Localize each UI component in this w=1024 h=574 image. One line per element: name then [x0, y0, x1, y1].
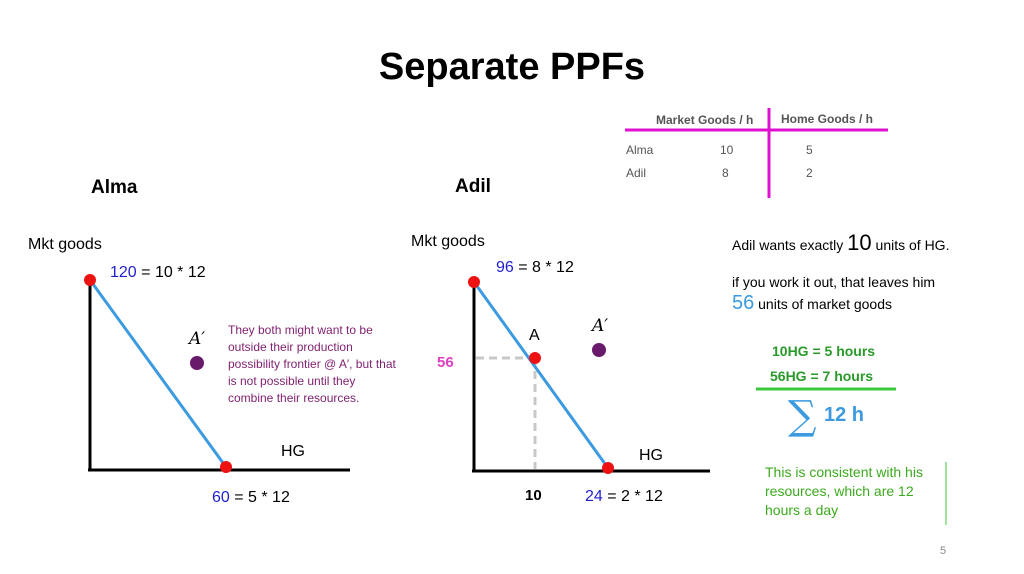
sum-value: 12 h — [824, 404, 865, 426]
explanation-line1-suffix: units of HG. — [871, 237, 950, 253]
explanation-line2: if you work it out, that leaves him — [732, 274, 936, 290]
alma-y-axis-label: Mkt goods — [28, 236, 102, 253]
alma-x-intercept-point — [220, 461, 232, 473]
adil-x-intercept-value: 24 — [585, 488, 603, 505]
explanation-line1-prefix: Adil wants exactly — [732, 237, 848, 253]
adil-x-axis-label: HG — [639, 447, 663, 464]
adil-y-axis-label: Mkt goods — [411, 233, 485, 250]
adil-aprime-dot — [592, 343, 606, 357]
adil-point-a — [529, 352, 541, 364]
explanation-line3-suffix: units of market goods — [754, 296, 892, 312]
table-cell-home: 5 — [806, 143, 813, 157]
calc-line1: 10HG = 5 hours — [772, 343, 876, 359]
adil-guide-y-value: 56 — [437, 354, 454, 371]
adil-ppf-line — [472, 281, 610, 469]
alma-x-intercept-label: 60 = 5 * 12 — [212, 489, 290, 507]
alma-x-axis-label: HG — [281, 443, 305, 460]
alma-x-intercept-formula: = 5 * 12 — [229, 489, 290, 506]
explanation-line3: 56 units of market goods — [732, 292, 892, 315]
alma-y-intercept-point — [84, 274, 96, 286]
sum-symbol: ∑ — [788, 393, 817, 439]
adil-aprime-label: A′ — [592, 316, 609, 336]
alma-y-intercept-formula: = 10 * 12 — [136, 264, 206, 281]
table-cell-market: 8 — [722, 166, 729, 180]
slide-title: Separate PPFs — [378, 46, 646, 88]
alma-x-intercept-value: 60 — [212, 489, 230, 506]
adil-y-intercept-value: 96 — [496, 259, 514, 276]
conclusion-text: This is consistent with his resources, w… — [765, 464, 923, 518]
alma-aprime-dot — [190, 356, 204, 370]
adil-x-intercept-label: 24 = 2 * 12 — [585, 488, 663, 506]
table-header-market: Market Goods / h — [656, 113, 754, 127]
alma-y-intercept-value: 120 — [110, 264, 137, 281]
adil-y-intercept-point — [468, 276, 480, 288]
alma-ppf-line — [88, 279, 228, 468]
alma-y-intercept-label: 120 = 10 * 12 — [110, 264, 206, 282]
adil-y-intercept-label: 96 = 8 * 12 — [496, 259, 574, 277]
alma-note: They both might want to be outside their… — [228, 323, 396, 405]
calc-line2: 56HG = 7 hours — [770, 368, 874, 384]
adil-name: Adil — [455, 176, 491, 197]
table-row-name: Adil — [626, 166, 647, 180]
adil-guide-x-value: 10 — [525, 487, 542, 504]
table-cell-market: 10 — [720, 143, 734, 157]
explanation-line1-number: 10 — [847, 230, 872, 255]
alma-name: Alma — [91, 177, 138, 198]
table-row-name: Alma — [626, 143, 654, 157]
table-cell-home: 2 — [806, 166, 813, 180]
explanation-line1: Adil wants exactly 10 units of HG. — [732, 230, 949, 256]
adil-point-a-label: A — [529, 327, 540, 344]
alma-aprime-label: A′ — [189, 329, 206, 349]
table-header-home: Home Goods / h — [781, 112, 874, 126]
explanation-line3-number: 56 — [732, 292, 755, 314]
adil-x-intercept-formula: = 2 * 12 — [602, 488, 663, 505]
adil-x-intercept-point — [602, 462, 614, 474]
page-number: 5 — [940, 545, 947, 557]
adil-y-intercept-formula: = 8 * 12 — [513, 259, 574, 276]
